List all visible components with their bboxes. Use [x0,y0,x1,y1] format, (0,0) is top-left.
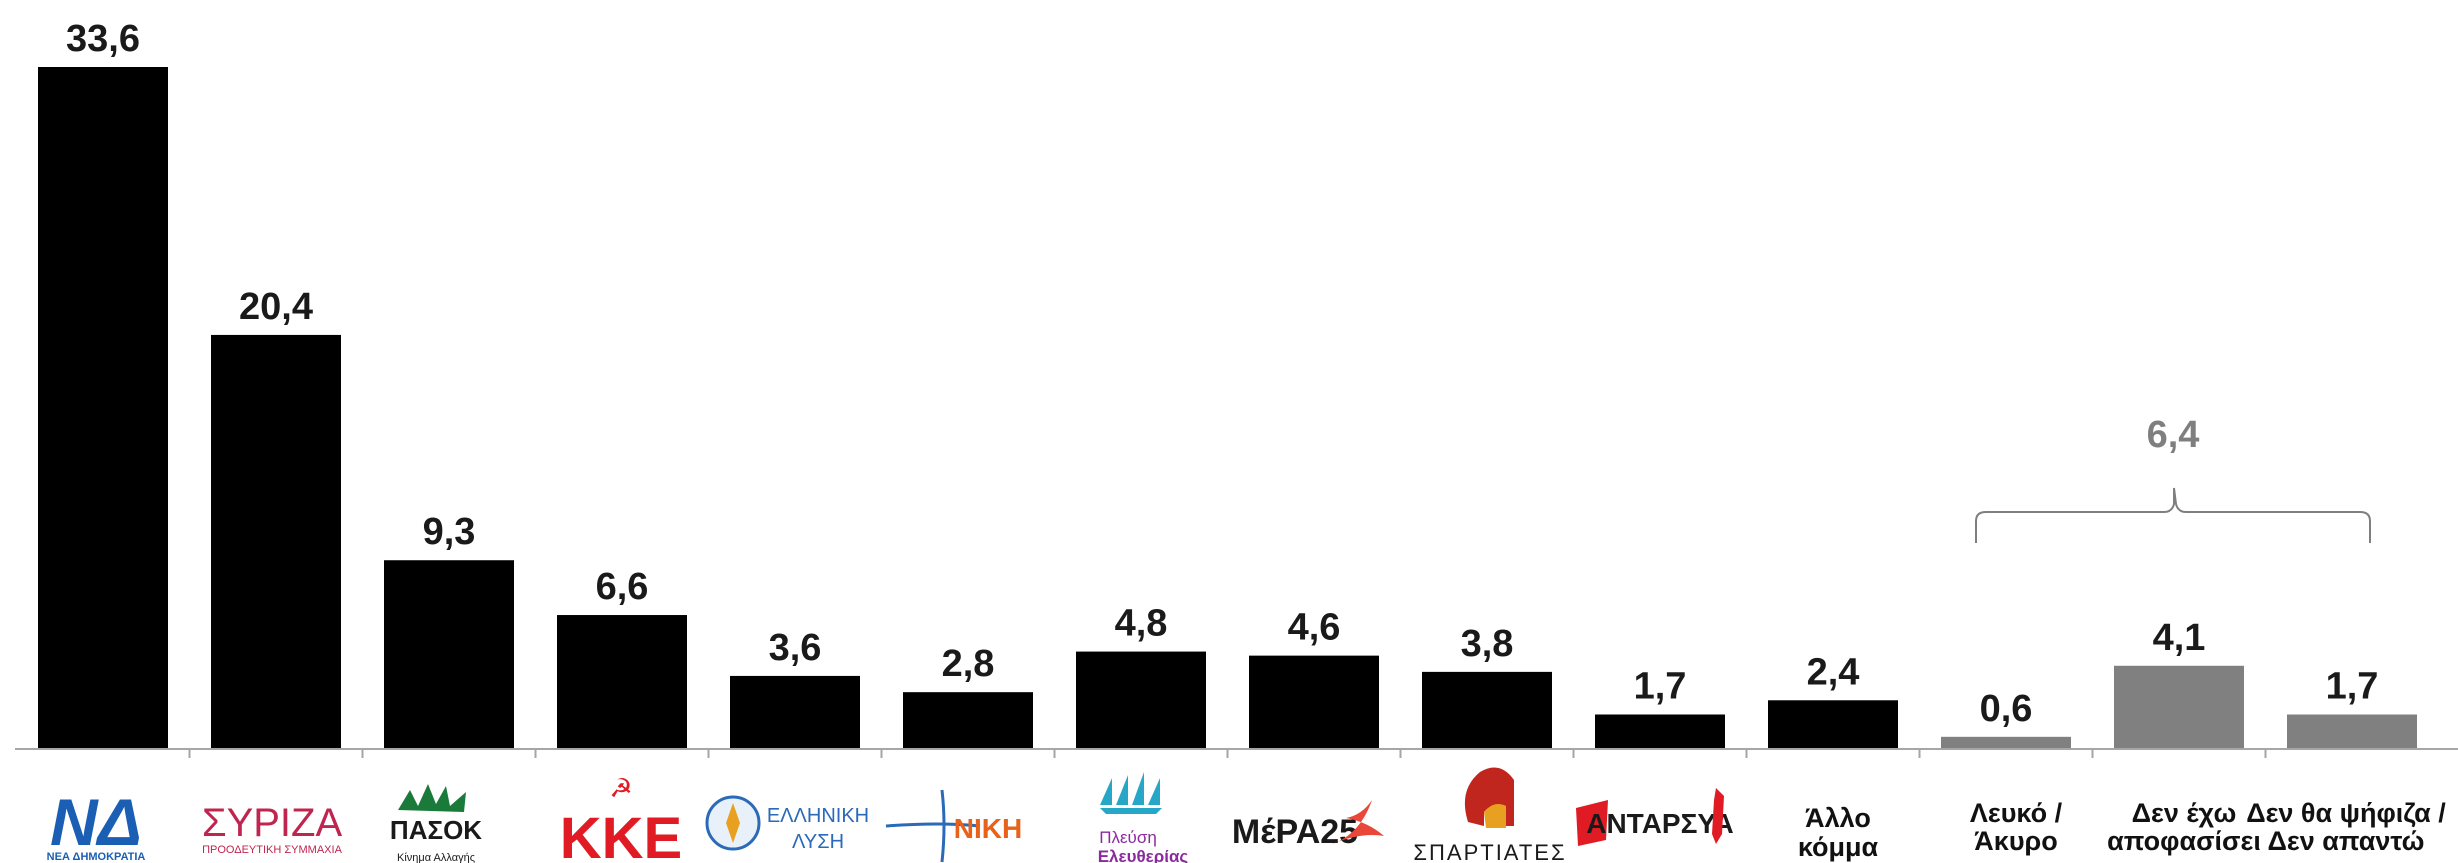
logo-mera25-main: ΜέΡΑ25 [1232,813,1358,851]
value-label-5: 2,8 [942,643,995,685]
logo-pasok: ΠΑΣΟΚ Κίνημα Αλλαγής [390,784,482,863]
mera25-bird-icon [1330,800,1384,845]
x-axis-ticks [188,749,2267,758]
label-lefko-akyro: Λευκό / Άκυρο [1970,798,2063,856]
logo-nd-sub: ΝΕΑ ΔΗΜΟΚΡΑΤΙΑ [47,851,146,863]
logo-spartiates: ΣΠΑΡΤΙΑΤΕΣ [1413,767,1566,863]
bar-2 [384,560,514,749]
logo-plefsi-line1: Πλεύση [1099,828,1157,847]
value-label-11: 0,6 [1980,688,2033,730]
logo-elliniki-lysi: ΕΛΛΗΝΙΚΗ ΛΥΣΗ [705,795,869,853]
bracket-total-label: 6,4 [2147,414,2200,456]
bar-13 [2287,714,2417,749]
logo-elliniki-lysi-line1: ΕΛΛΗΝΙΚΗ [767,805,869,827]
value-label-4: 3,6 [769,627,822,669]
label-den-exo-line1: Δεν έχω [2132,798,2237,828]
logo-plefsi-line2: Ελευθερίας [1098,847,1189,863]
spartan-helmet-face-icon [1484,804,1506,828]
value-label-13: 1,7 [2326,665,2379,707]
logo-plefsi: Πλεύση Ελευθερίας [1098,772,1189,863]
logo-spartiates-main: ΣΠΑΡΤΙΑΤΕΣ [1413,840,1566,863]
value-label-7: 4,6 [1288,607,1341,649]
bar-11 [1941,736,2071,749]
bar-5 [903,692,1033,749]
label-allo-komma-line1: Άλλο [1805,803,1871,833]
label-den-tha-psifiza: Δεν θα ψήφιζα / Δεν απαντώ [2246,798,2446,856]
logo-syriza-main: ΣΥΡΙΖΑ [202,801,343,845]
label-den-exo-apofasisei: Δεν έχω αποφασίσει [2107,798,2261,856]
label-lefko-akyro-line1: Λευκό / [1970,798,2063,828]
bar-7 [1249,655,1379,749]
bars-group [38,67,2417,749]
logo-elliniki-lysi-line2: ΛΥΣΗ [792,831,844,853]
logo-nd: ΝΔ ΝΕΑ ΔΗΜΟΚΡΑΤΙΑ [47,785,146,863]
antarsya-flag-icon [1576,800,1608,846]
antarsya-figure-icon [1712,788,1724,844]
logo-syriza: ΣΥΡΙΖΑ ΠΡΟΟΔΕΥΤΙΚΗ ΣΥΜΜΑΧΙΑ [202,801,343,856]
logo-niki-main: ΝΙΚΗ [954,813,1022,844]
logo-mera25: ΜέΡΑ25 [1232,800,1384,851]
bracket-brace [1975,487,2371,543]
logo-antarsya-main: ΑΝΤΑΡΣΥΑ [1586,808,1734,839]
value-labels-group: 33,6 20,4 9,3 6,6 3,6 2,8 4,8 4,6 3,8 1,7 2,4 0,6 4,… [66,18,2378,730]
logo-pasok-sub: Κίνημα Αλλαγής [397,852,475,863]
logo-pasok-main: ΠΑΣΟΚ [390,815,482,845]
logo-syriza-sub: ΠΡΟΟΔΕΥΤΙΚΗ ΣΥΜΜΑΧΙΑ [202,844,342,856]
compass-needle-icon [726,803,740,843]
niki-cross-icon [885,789,981,863]
bar-1 [211,334,341,749]
bar-4 [730,675,860,749]
logo-nd-main: ΝΔ [50,785,142,859]
bar-0 [38,67,168,749]
label-allo-komma-line2: κόμμα [1798,832,1879,862]
plefsi-sails-icon [1100,772,1162,814]
value-label-0: 33,6 [66,18,140,60]
value-label-10: 2,4 [1807,651,1860,693]
value-label-2: 9,3 [423,511,476,553]
hammer-sickle-icon: ☭ [609,774,632,804]
pasok-sun-icon [398,784,466,812]
bar-9 [1595,714,1725,749]
logo-kke: ☭ ΚΚΕ [560,774,682,863]
value-label-3: 6,6 [596,566,649,608]
value-label-12: 4,1 [2153,617,2206,659]
value-label-9: 1,7 [1634,665,1687,707]
bar-8 [1422,671,1552,749]
value-label-6: 4,8 [1115,603,1168,645]
label-lefko-akyro-line2: Άκυρο [1974,826,2057,856]
bar-3 [557,615,687,749]
logo-kke-main: ΚΚΕ [560,806,682,863]
bar-10 [1768,700,1898,749]
label-den-exo-line2: αποφασίσει [2107,826,2261,856]
label-den-tha-line2: Δεν απαντώ [2268,826,2425,856]
label-allo-komma: Άλλο κόμμα [1798,803,1879,862]
logo-antarsya: ΑΝΤΑΡΣΥΑ [1576,788,1734,846]
bar-6 [1076,651,1206,749]
value-label-8: 3,8 [1461,623,1514,665]
logo-niki: ΝΙΚΗ [885,789,1022,863]
value-label-1: 20,4 [239,286,313,328]
label-den-tha-line1: Δεν θα ψήφιζα / [2246,798,2446,828]
bar-12 [2114,665,2244,749]
